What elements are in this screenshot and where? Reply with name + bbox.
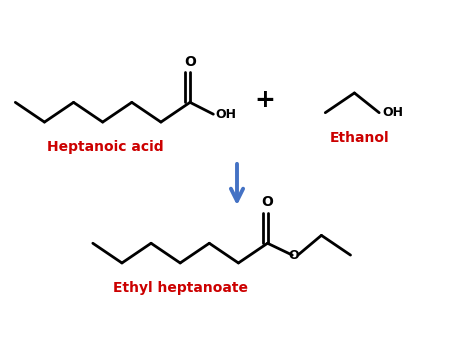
- Text: OH: OH: [216, 108, 237, 121]
- Text: O: O: [289, 248, 300, 262]
- Text: Ethyl heptanoate: Ethyl heptanoate: [113, 281, 248, 295]
- Text: OH: OH: [382, 106, 403, 119]
- Text: +: +: [255, 88, 275, 112]
- Text: Ethanol: Ethanol: [329, 131, 389, 144]
- Text: O: O: [184, 55, 196, 69]
- Text: Heptanoic acid: Heptanoic acid: [47, 140, 164, 154]
- Text: O: O: [262, 196, 273, 209]
- FancyArrowPatch shape: [231, 164, 243, 201]
